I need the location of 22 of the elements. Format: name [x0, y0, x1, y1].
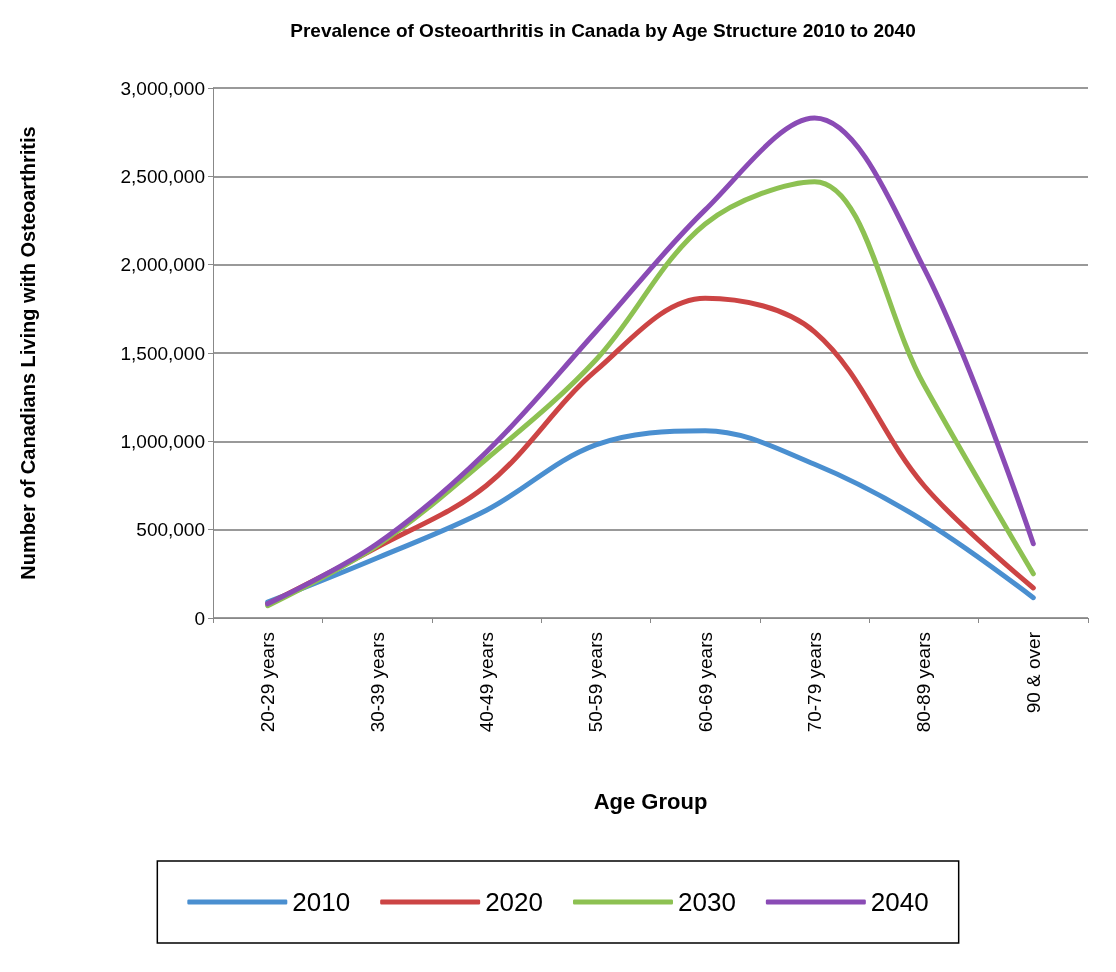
y-tick-label: 2,500,000 — [120, 165, 205, 187]
y-tick-label: 1,500,000 — [120, 342, 205, 364]
x-tick-label: 50-59 years — [585, 632, 607, 733]
x-tick-label: 20-29 years — [257, 632, 279, 733]
y-tick-label: 1,000,000 — [120, 430, 205, 452]
x-tick-label: 40-49 years — [475, 632, 497, 733]
x-tick-label: 30-39 years — [366, 632, 388, 733]
y-tick-label: 2,000,000 — [120, 254, 205, 276]
x-tick-label: 80-89 years — [913, 632, 935, 733]
legend-label: 2020 — [485, 887, 543, 917]
y-tick-label: 500,000 — [136, 519, 205, 541]
x-tick-label: 70-79 years — [804, 632, 826, 733]
legend-label: 2010 — [292, 887, 351, 917]
legend-label: 2040 — [870, 887, 929, 917]
x-tick-label: 60-69 years — [694, 632, 716, 733]
legend-label: 2030 — [678, 887, 736, 917]
y-tick-label: 3,000,000 — [120, 77, 205, 99]
y-axis-title: Number of Canadians Living with Osteoarthritis — [17, 126, 39, 580]
y-tick-label: 0 — [194, 607, 205, 629]
chart-title: Prevalence of Osteoarthritis in Canada by Age Structure 2010 to 2040 — [290, 20, 916, 41]
x-tick-label: 90 & over — [1022, 631, 1044, 714]
x-axis-title: Age Group — [593, 788, 708, 814]
